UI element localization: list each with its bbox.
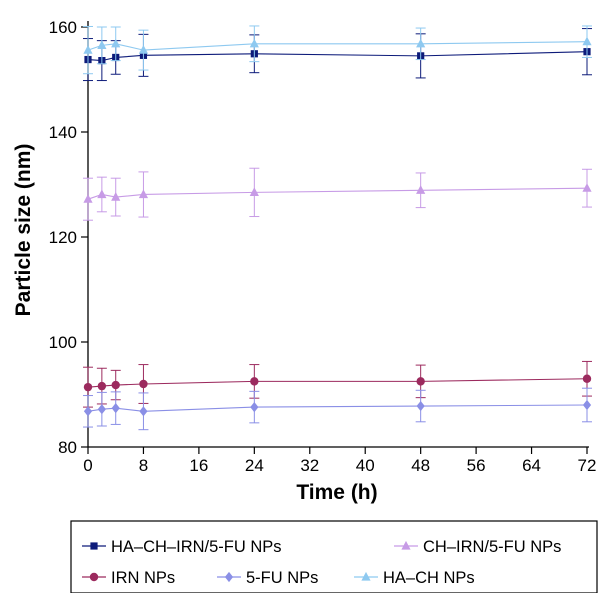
data-point xyxy=(97,381,107,391)
legend-marker xyxy=(224,571,234,583)
data-point xyxy=(97,40,107,49)
data-point xyxy=(111,38,121,48)
data-point xyxy=(582,183,592,192)
data-point xyxy=(83,406,93,417)
data-point xyxy=(97,404,106,415)
legend-marker xyxy=(90,542,98,550)
x-tick-label: 24 xyxy=(245,456,264,475)
data-point xyxy=(582,374,592,383)
legend-label: HA–CH–IRN/5-FU NPs xyxy=(111,538,282,556)
series-0 xyxy=(83,28,592,82)
data-point xyxy=(250,402,259,413)
legend-label: IRN NPs xyxy=(111,569,175,587)
legend-label: 5-FU NPs xyxy=(246,569,318,587)
legend-item-2: IRN NPs xyxy=(82,569,175,587)
data-point xyxy=(138,45,149,54)
x-tick-label: 56 xyxy=(467,456,486,475)
data-point xyxy=(582,36,592,46)
series-3 xyxy=(83,387,592,431)
data-point xyxy=(83,382,93,392)
data-point xyxy=(416,400,425,412)
legend-marker xyxy=(89,572,99,582)
x-axis-title: Time (h) xyxy=(296,481,377,504)
y-tick-label: 80 xyxy=(58,438,77,457)
data-point xyxy=(250,377,259,386)
legend-marker xyxy=(401,540,411,550)
axes: 80 100 120 140 160 0 8 16 24 32 40 48 56 64 72 xyxy=(49,18,597,475)
data-point xyxy=(111,192,121,201)
x-tick-label: 8 xyxy=(139,456,148,475)
data-point xyxy=(416,38,426,48)
data-point xyxy=(111,403,120,414)
y-axis-title: Particle size (nm) xyxy=(12,144,35,317)
x-tick-label: 0 xyxy=(83,456,92,475)
data-point xyxy=(138,189,149,199)
x-tick-label: 72 xyxy=(578,456,597,475)
legend-item-4: HA–CH NPs xyxy=(354,569,475,587)
series-line xyxy=(87,187,588,200)
legend-label: HA–CH NPs xyxy=(383,569,475,587)
series-line xyxy=(87,51,588,62)
legend-item-0: HA–CH–IRN/5-FU NPs xyxy=(82,538,282,556)
series-2 xyxy=(83,360,592,408)
data-point xyxy=(416,377,425,386)
data-point xyxy=(83,194,93,203)
legend-item-1: CH–IRN/5-FU NPs xyxy=(394,538,561,556)
legend-item-3: 5-FU NPs xyxy=(217,569,318,587)
series-line xyxy=(87,41,588,51)
series-4 xyxy=(83,25,592,75)
legend-marker xyxy=(361,571,371,581)
series-line xyxy=(87,378,588,388)
x-tick-label: 40 xyxy=(356,456,375,475)
y-tick-label: 100 xyxy=(49,333,77,352)
data-point xyxy=(111,380,120,390)
x-tick-label: 64 xyxy=(522,456,541,475)
y-tick-label: 160 xyxy=(49,18,77,37)
series-line xyxy=(87,404,588,412)
x-tick-label: 32 xyxy=(300,456,319,475)
data-point xyxy=(249,38,259,48)
y-tick-label: 140 xyxy=(49,123,77,142)
data-point xyxy=(83,45,93,54)
data-point xyxy=(97,189,107,199)
data-point xyxy=(582,399,592,411)
series-1 xyxy=(83,167,592,221)
legend: HA–CH–IRN/5-FU NPs CH–IRN/5-FU NPs IRN NPs… xyxy=(70,520,598,593)
y-tick-label: 120 xyxy=(49,228,77,247)
x-tick-label: 48 xyxy=(411,456,430,475)
data-point xyxy=(249,187,259,196)
series-layer xyxy=(83,25,592,431)
data-point xyxy=(416,185,426,194)
data-point xyxy=(139,406,148,417)
legend-label: CH–IRN/5-FU NPs xyxy=(423,538,561,556)
legend-box xyxy=(70,520,598,593)
x-tick-label: 16 xyxy=(189,456,208,475)
data-point xyxy=(139,379,148,389)
